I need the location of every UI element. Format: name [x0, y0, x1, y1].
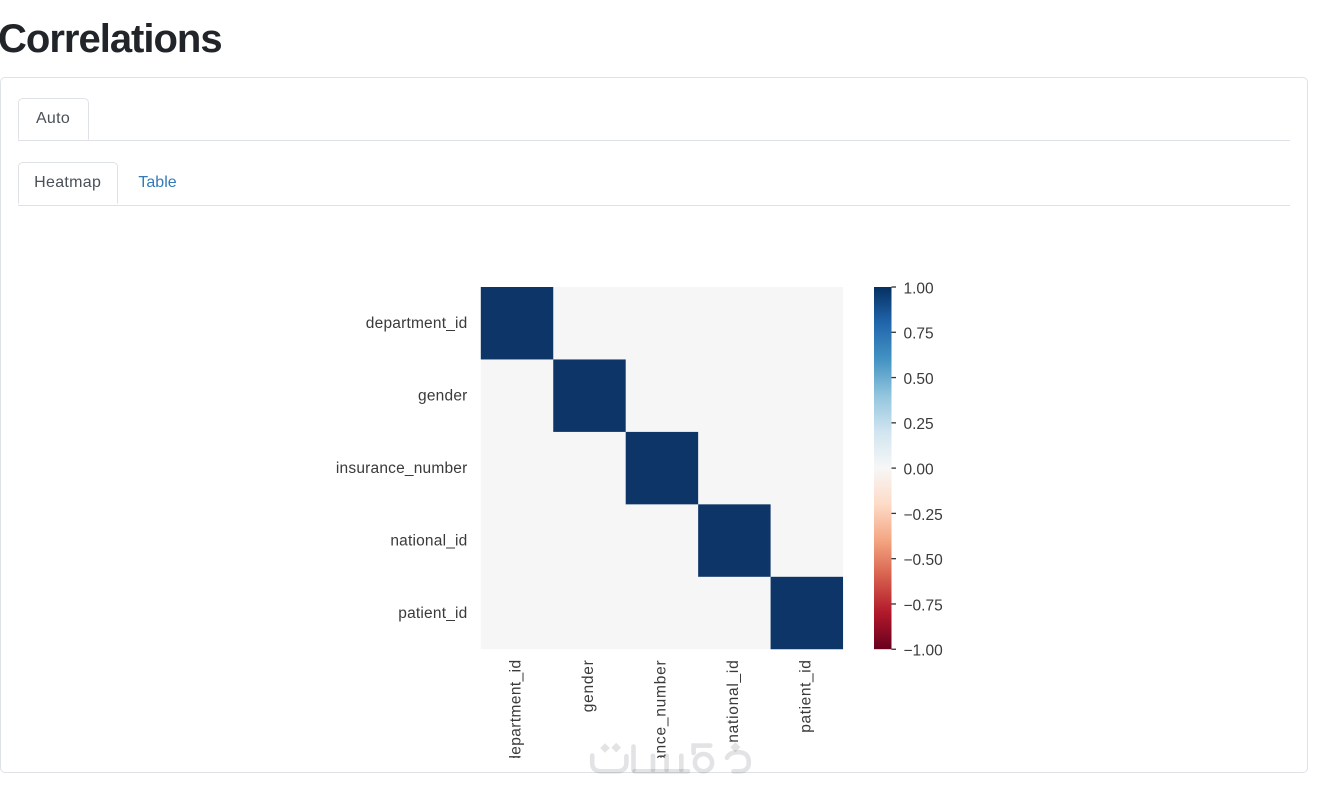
svg-text:0.00: 0.00 — [904, 462, 935, 479]
svg-text:−0.25: −0.25 — [904, 507, 943, 524]
svg-text:insurance_number: insurance_number — [653, 660, 670, 759]
svg-text:−0.75: −0.75 — [904, 597, 943, 614]
svg-text:0.25: 0.25 — [904, 416, 934, 433]
svg-text:0.75: 0.75 — [904, 326, 934, 343]
svg-text:patient_id: patient_id — [398, 605, 467, 622]
svg-text:patient_id: patient_id — [797, 660, 814, 733]
svg-text:department_id: department_id — [366, 315, 468, 332]
svg-text:1.00: 1.00 — [904, 280, 935, 297]
svg-text:0.50: 0.50 — [904, 371, 935, 388]
svg-text:national_id: national_id — [390, 532, 467, 549]
svg-text:gender: gender — [580, 660, 597, 713]
svg-text:national_id: national_id — [725, 660, 742, 743]
svg-text:insurance_number: insurance_number — [336, 460, 468, 477]
svg-text:−1.00: −1.00 — [904, 643, 944, 660]
svg-text:−0.50: −0.50 — [904, 552, 944, 569]
svg-text:gender: gender — [418, 388, 467, 405]
svg-text:department_id: department_id — [508, 660, 525, 759]
